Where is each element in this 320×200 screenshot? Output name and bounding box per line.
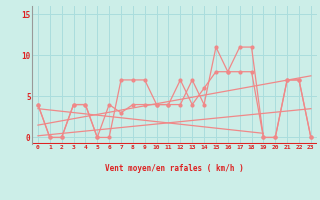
X-axis label: Vent moyen/en rafales ( km/h ): Vent moyen/en rafales ( km/h ) bbox=[105, 164, 244, 173]
